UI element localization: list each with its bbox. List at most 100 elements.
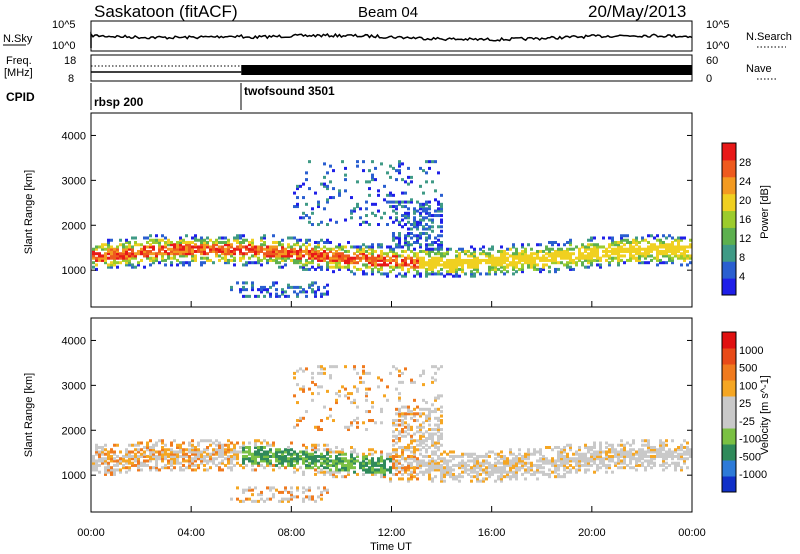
- heatmap-cell: [623, 238, 626, 242]
- heatmap-cell: [623, 234, 626, 238]
- heatmap-cell: [326, 267, 329, 271]
- heatmap-cell: [428, 252, 431, 256]
- heatmap-cell: [293, 247, 296, 251]
- heatmap-cell: [521, 463, 524, 467]
- heatmap-cell: [110, 252, 113, 256]
- heatmap-cell: [320, 470, 323, 474]
- heatmap-cell: [221, 240, 224, 244]
- heatmap-cell: [380, 421, 383, 425]
- heatmap-cell: [437, 396, 440, 400]
- heatmap-cell: [248, 243, 251, 247]
- heatmap-cell: [98, 245, 101, 249]
- heatmap-cell: [347, 392, 350, 396]
- heatmap-cell: [413, 450, 416, 454]
- heatmap-cell: [287, 236, 290, 240]
- heatmap-cell: [173, 466, 176, 470]
- heatmap-cell: [335, 459, 338, 463]
- heatmap-cell: [509, 452, 512, 456]
- heatmap-cell: [311, 380, 314, 384]
- heatmap-cell: [128, 245, 131, 249]
- heatmap-cell: [557, 457, 560, 461]
- heatmap-cell: [620, 454, 623, 458]
- heatmap-cell: [467, 254, 470, 258]
- heatmap-cell: [254, 439, 257, 443]
- heatmap-cell: [176, 452, 179, 456]
- heatmap-cell: [251, 243, 254, 247]
- heatmap-cell: [299, 454, 302, 458]
- heatmap-cell: [113, 258, 116, 262]
- heatmap-cell: [392, 419, 395, 423]
- heatmap-cell: [347, 463, 350, 467]
- heatmap-cell: [365, 468, 368, 472]
- heatmap-cell: [119, 450, 122, 454]
- heatmap-cell: [311, 256, 314, 260]
- heatmap-cell: [296, 205, 299, 209]
- heatmap-cell: [428, 416, 431, 420]
- heatmap-cell: [95, 445, 98, 449]
- heatmap-cell: [293, 459, 296, 463]
- colorbar-tick-label: 500: [739, 363, 757, 375]
- heatmap-cell: [281, 490, 284, 494]
- heatmap-cell: [395, 169, 398, 173]
- heatmap-cell: [587, 238, 590, 242]
- heatmap-cell: [254, 452, 257, 456]
- heatmap-cell: [419, 232, 422, 236]
- heatmap-cell: [518, 258, 521, 262]
- heatmap-cell: [170, 468, 173, 472]
- heatmap-cell: [461, 270, 464, 274]
- heatmap-cell: [341, 450, 344, 454]
- heatmap-cell: [395, 428, 398, 432]
- heatmap-cell: [344, 463, 347, 467]
- heatmap-cell: [413, 414, 416, 418]
- heatmap-cell: [110, 263, 113, 267]
- heatmap-cell: [227, 445, 230, 449]
- heatmap-cell: [689, 448, 692, 452]
- heatmap-cell: [320, 493, 323, 497]
- heatmap-cell: [467, 265, 470, 269]
- heatmap-cell: [260, 285, 263, 289]
- heatmap-cell: [617, 245, 620, 249]
- heatmap-cell: [629, 258, 632, 262]
- heatmap-cell: [326, 265, 329, 269]
- heatmap-cell: [419, 274, 422, 278]
- heatmap-cell: [614, 247, 617, 251]
- heatmap-cell: [329, 407, 332, 411]
- heatmap-cell: [593, 454, 596, 458]
- heatmap-cell: [587, 256, 590, 260]
- heatmap-cell: [398, 396, 401, 400]
- heatmap-cell: [299, 419, 302, 423]
- heatmap-cell: [107, 252, 110, 256]
- heatmap-cell: [593, 247, 596, 251]
- heatmap-cell: [209, 249, 212, 253]
- heatmap-cell: [554, 240, 557, 244]
- heatmap-cell: [410, 256, 413, 260]
- heatmap-cell: [626, 441, 629, 445]
- heatmap-cell: [668, 245, 671, 249]
- heatmap-cell: [524, 468, 527, 472]
- heatmap-cell: [431, 450, 434, 454]
- heatmap-cell: [416, 405, 419, 409]
- heatmap-cell: [425, 401, 428, 405]
- heatmap-cell: [491, 472, 494, 476]
- heatmap-cell: [179, 245, 182, 249]
- heatmap-cell: [413, 398, 416, 402]
- heatmap-cell: [533, 450, 536, 454]
- heatmap-cell: [203, 450, 206, 454]
- heatmap-cell: [578, 463, 581, 467]
- heatmap-cell: [407, 468, 410, 472]
- heatmap-cell: [443, 472, 446, 476]
- heatmap-cell: [575, 461, 578, 465]
- heatmap-cell: [149, 452, 152, 456]
- heatmap-cell: [131, 263, 134, 267]
- heatmap-cell: [413, 407, 416, 411]
- heatmap-cell: [455, 463, 458, 467]
- heatmap-cell: [575, 463, 578, 467]
- heatmap-cell: [218, 236, 221, 240]
- heatmap-cell: [593, 254, 596, 258]
- heatmap-cell: [416, 466, 419, 470]
- heatmap-cell: [233, 238, 236, 242]
- heatmap-cell: [218, 254, 221, 258]
- heatmap-cell: [416, 430, 419, 434]
- heatmap-cell: [281, 288, 284, 292]
